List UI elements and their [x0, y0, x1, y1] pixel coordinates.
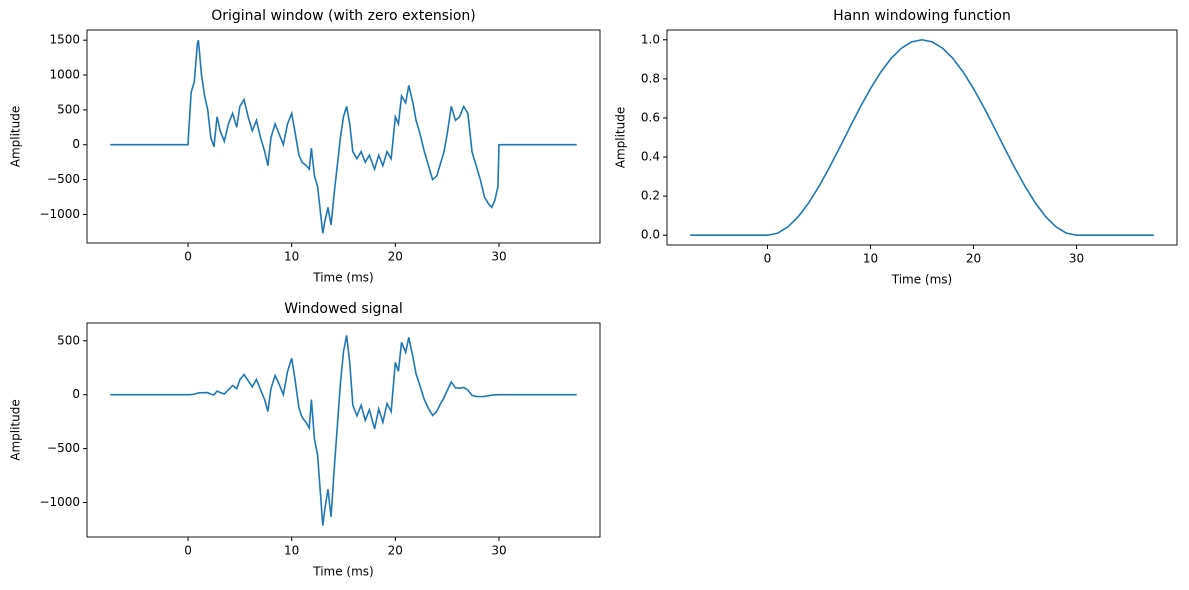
y-tick-label: 0 [72, 137, 80, 151]
x-tick-label: 30 [491, 544, 506, 558]
y-tick-label: 0.2 [641, 189, 660, 203]
x-tick-label: 0 [184, 544, 192, 558]
signal-line [690, 38, 1154, 237]
y-tick-label: 0.6 [641, 110, 660, 124]
x-axis-label: Time (ms) [312, 565, 374, 579]
y-tick-label: 0.4 [641, 150, 660, 164]
axes-frame [86, 29, 601, 244]
x-tick-label: 30 [1069, 252, 1084, 266]
x-axis-label: Time (ms) [312, 271, 374, 285]
y-axis-label: Amplitude [614, 107, 628, 169]
y-tick-label: 1000 [49, 68, 80, 82]
x-tick-label: 20 [388, 544, 403, 558]
x-tick-label: 10 [284, 250, 299, 264]
x-tick-label: 10 [863, 252, 878, 266]
y-tick-label: −500 [47, 441, 80, 455]
y-tick-label: 0.8 [641, 71, 660, 85]
x-tick-label: 20 [388, 250, 403, 264]
axes-frame [86, 322, 601, 538]
signal-line [110, 335, 577, 526]
chart-title: Windowed signal [284, 301, 403, 317]
signal-line [110, 39, 577, 234]
y-tick-label: 1500 [49, 33, 80, 47]
chart-title: Hann windowing function [833, 8, 1011, 24]
y-tick-label: 0 [72, 387, 80, 401]
y-tick-label: 500 [57, 333, 80, 347]
y-tick-label: 1.0 [641, 32, 660, 46]
x-axis-label: Time (ms) [891, 273, 953, 287]
chart-title: Original window (with zero extension) [211, 8, 476, 24]
axes-frame [666, 29, 1178, 246]
x-tick-label: 10 [284, 544, 299, 558]
y-axis-label: Amplitude [9, 399, 23, 461]
x-tick-label: 30 [491, 250, 506, 264]
y-tick-label: 0.0 [641, 228, 660, 242]
y-tick-label: −1000 [39, 207, 80, 221]
y-tick-label: −1000 [39, 495, 80, 509]
x-tick-label: 20 [966, 252, 981, 266]
y-tick-label: 500 [57, 102, 80, 116]
x-tick-label: 0 [184, 250, 192, 264]
y-tick-label: −500 [47, 172, 80, 186]
x-tick-label: 0 [764, 252, 772, 266]
y-axis-label: Amplitude [9, 106, 23, 168]
